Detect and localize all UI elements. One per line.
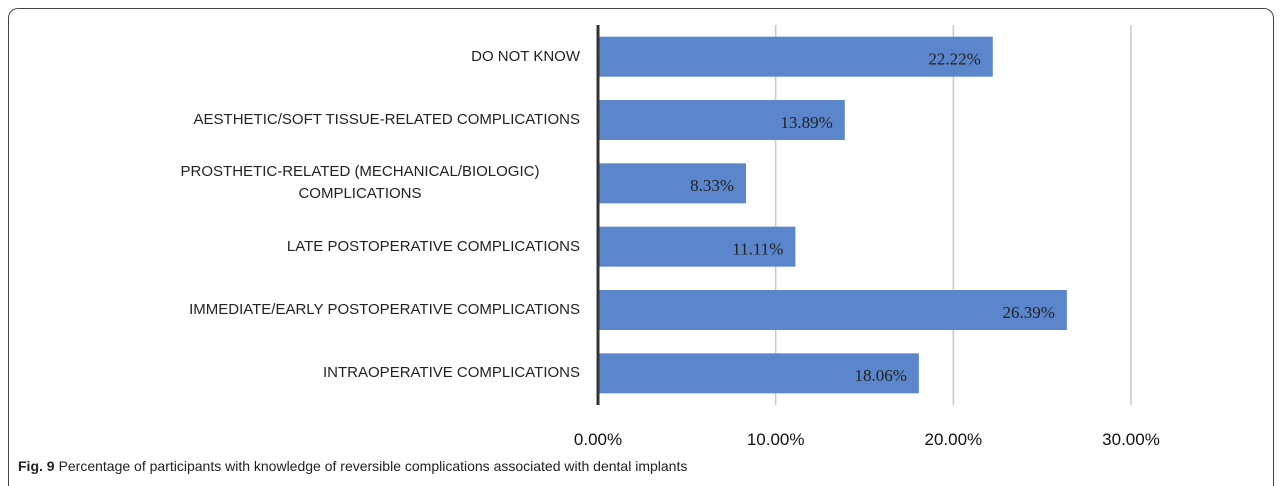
bar [598, 353, 919, 394]
data-label: 22.22% [928, 50, 980, 69]
x-tick-label: 0.00% [574, 430, 622, 449]
x-tick-label: 30.00% [1102, 430, 1160, 449]
bar [598, 226, 796, 267]
category-label-box: AESTHETIC/SOFT TISSUE-RELATED COMPLICATI… [140, 109, 580, 131]
category-label-box: DO NOT KNOW [140, 46, 580, 68]
category-label-box: PROSTHETIC-RELATED (MECHANICAL/BIOLOGIC)… [140, 161, 580, 205]
caption-label: Fig. 9 [18, 458, 55, 474]
category-label-box: LATE POSTOPERATIVE COMPLICATIONS [140, 236, 580, 258]
y-tick-label: LATE POSTOPERATIVE COMPLICATIONS [286, 237, 580, 255]
x-tick-label: 10.00% [747, 430, 805, 449]
x-tick-label: 20.00% [924, 430, 982, 449]
y-tick-label: DO NOT KNOW [471, 47, 580, 65]
data-label: 26.39% [1002, 303, 1054, 322]
y-tick-label: INTRAOPERATIVE COMPLICATIONS [323, 364, 580, 382]
y-tick-label: IMMEDIATE/EARLY POSTOPERATIVE COMPLICATI… [189, 301, 580, 318]
figure-frame [8, 8, 1274, 486]
y-tick-label: AESTHETIC/SOFT TISSUE-RELATED COMPLICATI… [193, 111, 580, 128]
data-label: 8.33% [690, 176, 734, 195]
bar [598, 163, 746, 204]
data-label: 18.06% [854, 366, 906, 385]
caption: Fig. 9 Percentage of participants with kn… [18, 458, 687, 474]
category-label-box: INTRAOPERATIVE COMPLICATIONS [140, 362, 580, 384]
caption-text: Percentage of participants with knowledg… [58, 458, 688, 474]
bar [598, 36, 993, 77]
bar [598, 100, 845, 140]
bar [598, 290, 1067, 330]
data-label: 11.11% [732, 240, 783, 259]
data-label: 13.89% [780, 113, 832, 132]
category-label-box: IMMEDIATE/EARLY POSTOPERATIVE COMPLICATI… [140, 299, 580, 321]
y-tick-label: PROSTHETIC-RELATED (MECHANICAL/BIOLOGIC)… [180, 163, 540, 203]
